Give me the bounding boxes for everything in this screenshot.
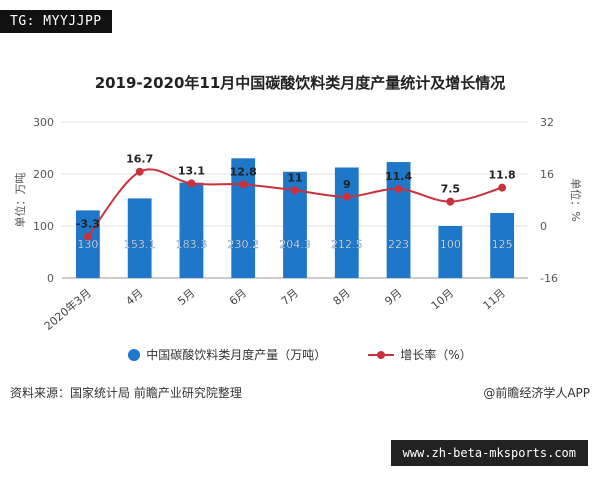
growth-point <box>135 167 144 176</box>
y-tick-label: 0 <box>47 272 54 285</box>
y-tick-label: 100 <box>33 220 54 233</box>
x-tick-label: 7月 <box>279 286 301 308</box>
bar <box>438 226 463 278</box>
bar-data-label: 212.5 <box>331 238 363 251</box>
y-tick-label: 300 <box>33 116 54 129</box>
bar <box>386 162 411 278</box>
growth-data-label: 9 <box>343 178 351 191</box>
y2-tick-label: -16 <box>540 272 558 285</box>
growth-point <box>187 179 196 188</box>
x-tick-label: 4月 <box>123 286 145 308</box>
growth-data-label: 12.8 <box>230 165 257 178</box>
x-tick-label: 8月 <box>331 286 353 308</box>
legend-swatch-bar <box>128 348 141 361</box>
growth-point <box>342 192 351 201</box>
bar-data-label: 204.3 <box>279 238 311 251</box>
legend: 中国碳酸饮料类月度产量（万吨） 增长率（%） <box>0 346 600 363</box>
bar <box>231 158 256 278</box>
y2-tick-label: 32 <box>540 116 554 129</box>
y2-tick-label: 16 <box>540 168 554 181</box>
bar-data-label: 223 <box>388 238 409 251</box>
legend-label-growth: 增长率（%） <box>400 348 472 362</box>
growth-point <box>498 183 507 192</box>
x-tick-label: 5月 <box>175 286 197 308</box>
bar <box>179 182 204 278</box>
growth-point <box>239 180 248 189</box>
legend-item-growth: 增长率（%） <box>368 346 472 363</box>
x-tick-label: 9月 <box>382 286 404 308</box>
bar-data-label: 100 <box>440 238 461 251</box>
chart-title: 2019-2020年11月中国碳酸饮料类月度产量统计及增长情况 <box>94 74 506 92</box>
y-axis-label: 单位：万吨 <box>13 173 27 228</box>
x-tick-label: 10月 <box>429 286 457 312</box>
y2-tick-label: 0 <box>540 220 547 233</box>
legend-label-production: 中国碳酸饮料类月度产量（万吨） <box>146 348 327 362</box>
growth-data-label: 11.4 <box>385 170 412 183</box>
legend-swatch-line <box>368 349 395 361</box>
url-banner: www.zh-beta-mksports.com <box>390 440 588 466</box>
growth-point <box>446 197 455 206</box>
y-tick-label: 200 <box>33 168 54 181</box>
growth-data-label: 11.8 <box>489 169 516 182</box>
growth-point <box>83 232 92 241</box>
growth-data-label: 11 <box>287 171 302 184</box>
bar-data-label: 130 <box>77 238 98 251</box>
bar <box>490 213 515 278</box>
x-tick-label: 6月 <box>227 286 249 308</box>
growth-data-label: 13.1 <box>178 164 205 177</box>
bar-data-label: 153.1 <box>124 238 156 251</box>
growth-data-label: 16.7 <box>126 153 153 166</box>
bar <box>283 171 307 278</box>
growth-data-label: -3.3 <box>76 218 100 231</box>
y2-axis-label: 单位：% <box>569 178 583 221</box>
x-tick-label: 2020年3月 <box>41 286 94 333</box>
growth-point <box>394 184 403 193</box>
legend-item-production: 中国碳酸饮料类月度产量（万吨） <box>128 346 326 363</box>
x-tick-label: 11月 <box>481 286 509 312</box>
growth-point <box>291 186 299 195</box>
source-note: 资料来源：国家统计局 前瞻产业研究院整理 <box>10 386 242 400</box>
bar-data-label: 230.2 <box>227 238 259 251</box>
bar <box>127 198 152 278</box>
bar-data-label: 125 <box>492 238 513 251</box>
watermark-tag: TG: MYYJJPP <box>0 10 112 33</box>
bar <box>334 167 359 278</box>
bar-data-label: 183.3 <box>176 238 208 251</box>
growth-data-label: 7.5 <box>441 183 461 196</box>
credit-note: @前瞻经济学人APP <box>483 386 590 400</box>
